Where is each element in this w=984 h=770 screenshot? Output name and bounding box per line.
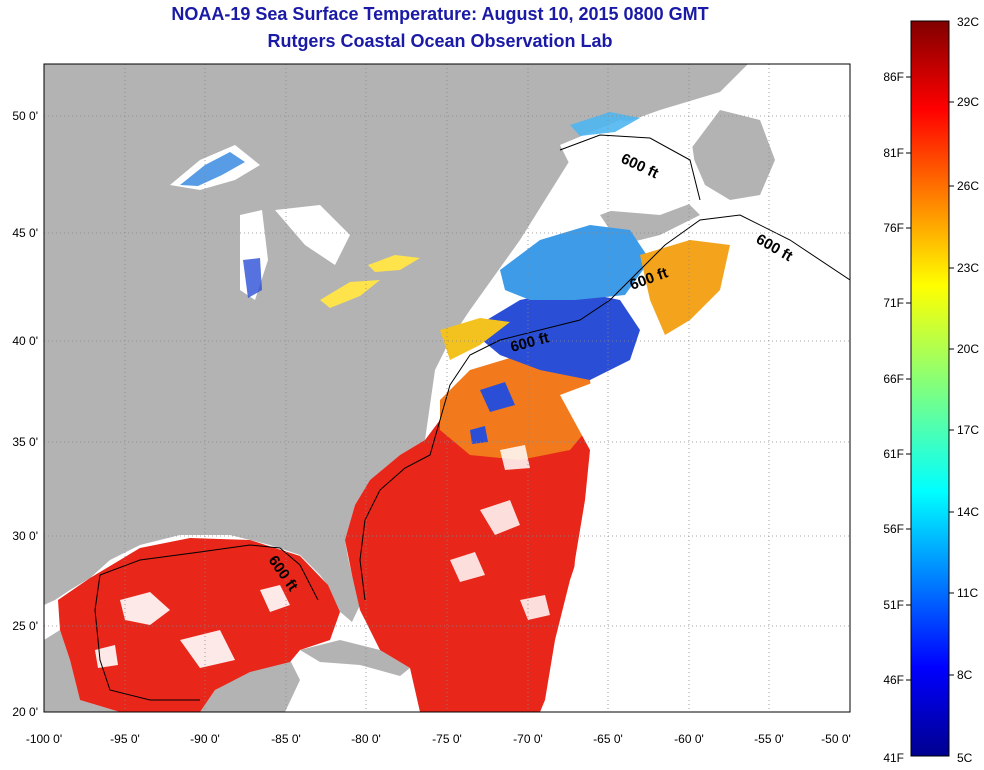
lake-ontario: [368, 255, 420, 272]
cb-f-51: 51F: [883, 598, 904, 612]
cb-c-14: 14C: [957, 505, 979, 519]
cb-f-76: 76F: [883, 221, 904, 235]
contour-600ft-stlawrence: [559, 134, 701, 201]
atlantic-warm-sst: [345, 390, 600, 712]
st-lawrence-sst: [570, 112, 640, 136]
coastal-yellow-sst: [440, 318, 510, 360]
land-north-america: [44, 64, 748, 615]
lat-label-25: 25 0': [12, 619, 38, 633]
atlantic-cloud-patches: [450, 445, 550, 620]
title-line-2: Rutgers Coastal Ocean Observation Lab: [267, 31, 613, 51]
gulf-cloud-patches: [95, 585, 290, 668]
lake-huron: [275, 205, 350, 265]
land-yucatan: [200, 660, 300, 712]
cb-c-23: 23C: [957, 261, 979, 275]
land-florida: [320, 545, 360, 622]
cb-c-17: 17C: [957, 423, 979, 437]
cb-f-56: 56F: [883, 522, 904, 536]
contour-600ft-gulf: [94, 544, 319, 701]
lon-label-90: -90 0': [190, 732, 220, 746]
cb-f-61: 61F: [883, 447, 904, 461]
lon-label-75: -75 0': [432, 732, 462, 746]
lake-erie: [320, 280, 380, 308]
land-mexico: [44, 630, 120, 712]
lat-label-40: 40 0': [12, 334, 38, 348]
graticule: [44, 64, 850, 712]
title-line-1: NOAA-19 Sea Surface Temperature: August …: [171, 4, 709, 24]
lon-label-60: -60 0': [674, 732, 704, 746]
lat-label-30: 30 0': [12, 529, 38, 543]
cb-c-32: 32C: [957, 15, 979, 29]
lon-label-50: -50 0': [821, 732, 851, 746]
atlantic-blue-patches: [470, 345, 625, 444]
cb-f-81: 81F: [883, 146, 904, 160]
lon-label-100: -100 0': [26, 732, 62, 746]
lon-label-95: -95 0': [110, 732, 140, 746]
land-cuba: [300, 640, 410, 676]
cb-c-29: 29C: [957, 95, 979, 109]
colorbar-ticks: [906, 76, 954, 681]
cb-f-86: 86F: [883, 70, 904, 84]
cb-c-26: 26C: [957, 179, 979, 193]
nova-scotia-shelf-sst: [640, 240, 730, 335]
contour-600ft-atlantic: [359, 214, 850, 601]
cb-c-5: 5C: [957, 751, 973, 765]
lat-label-50: 50 0': [12, 109, 38, 123]
cb-c-20: 20C: [957, 342, 979, 356]
st-lawrence-gulf: [560, 120, 700, 215]
colorbar: [910, 20, 950, 757]
atlantic-cool-sst: [470, 290, 640, 380]
gulf-of-mexico-sst: [58, 538, 340, 712]
cb-f-41: 41F: [883, 751, 904, 765]
lon-label-70: -70 0': [513, 732, 543, 746]
lake-superior-sst: [180, 152, 245, 186]
lon-label-55: -55 0': [754, 732, 784, 746]
cb-f-71: 71F: [883, 296, 904, 310]
lake-michigan-sst: [243, 258, 262, 298]
lon-label-80: -80 0': [351, 732, 381, 746]
cb-f-66: 66F: [883, 372, 904, 386]
land-newfoundland: [690, 110, 775, 200]
lon-label-85: -85 0': [271, 732, 301, 746]
lat-label-20: 20 0': [12, 705, 38, 719]
gulf-of-maine-sst: [500, 225, 650, 300]
cb-f-46: 46F: [883, 673, 904, 687]
lat-label-45: 45 0': [12, 226, 38, 240]
map-border: [43, 63, 851, 713]
cb-c-11: 11C: [957, 586, 978, 600]
atlantic-cloud-cover: [560, 320, 690, 640]
cb-c-8: 8C: [957, 668, 973, 682]
lat-label-35: 35 0': [12, 435, 38, 449]
lon-label-65: -65 0': [593, 732, 623, 746]
